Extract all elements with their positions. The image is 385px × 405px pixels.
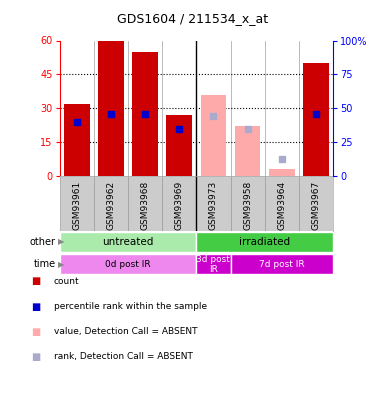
Bar: [132, 52, 158, 176]
Bar: [201, 95, 226, 176]
Text: GSM93973: GSM93973: [209, 181, 218, 230]
Text: rank, Detection Call = ABSENT: rank, Detection Call = ABSENT: [54, 352, 193, 361]
Bar: [196, 254, 231, 274]
Bar: [64, 104, 90, 176]
Text: ■: ■: [31, 352, 40, 362]
Text: GDS1604 / 211534_x_at: GDS1604 / 211534_x_at: [117, 12, 268, 25]
Text: untreated: untreated: [102, 237, 154, 247]
Bar: [196, 232, 333, 252]
Text: ▶: ▶: [58, 260, 64, 269]
Bar: [166, 115, 192, 176]
Text: GSM93962: GSM93962: [106, 181, 115, 230]
Text: GSM93964: GSM93964: [277, 181, 286, 230]
Bar: [269, 169, 295, 176]
Text: irradiated: irradiated: [239, 237, 290, 247]
Text: GSM93967: GSM93967: [311, 181, 320, 230]
Bar: [60, 232, 196, 252]
Text: GSM93961: GSM93961: [72, 181, 81, 230]
Bar: [98, 40, 124, 176]
Text: count: count: [54, 277, 80, 286]
Text: GSM93969: GSM93969: [175, 181, 184, 230]
Text: ■: ■: [31, 277, 40, 286]
Bar: [235, 126, 260, 176]
Text: other: other: [30, 237, 56, 247]
Text: 0d post IR: 0d post IR: [105, 260, 151, 269]
Text: GSM93968: GSM93968: [141, 181, 150, 230]
Text: percentile rank within the sample: percentile rank within the sample: [54, 302, 207, 311]
Bar: [303, 63, 329, 176]
Bar: [60, 254, 196, 274]
Text: ▶: ▶: [58, 237, 64, 247]
Text: time: time: [34, 259, 56, 269]
Text: value, Detection Call = ABSENT: value, Detection Call = ABSENT: [54, 327, 198, 336]
Text: GSM93958: GSM93958: [243, 181, 252, 230]
Bar: [231, 254, 333, 274]
Text: ■: ■: [31, 327, 40, 337]
Text: 3d post
IR: 3d post IR: [196, 255, 230, 274]
Text: ■: ■: [31, 302, 40, 311]
Text: 7d post IR: 7d post IR: [259, 260, 305, 269]
